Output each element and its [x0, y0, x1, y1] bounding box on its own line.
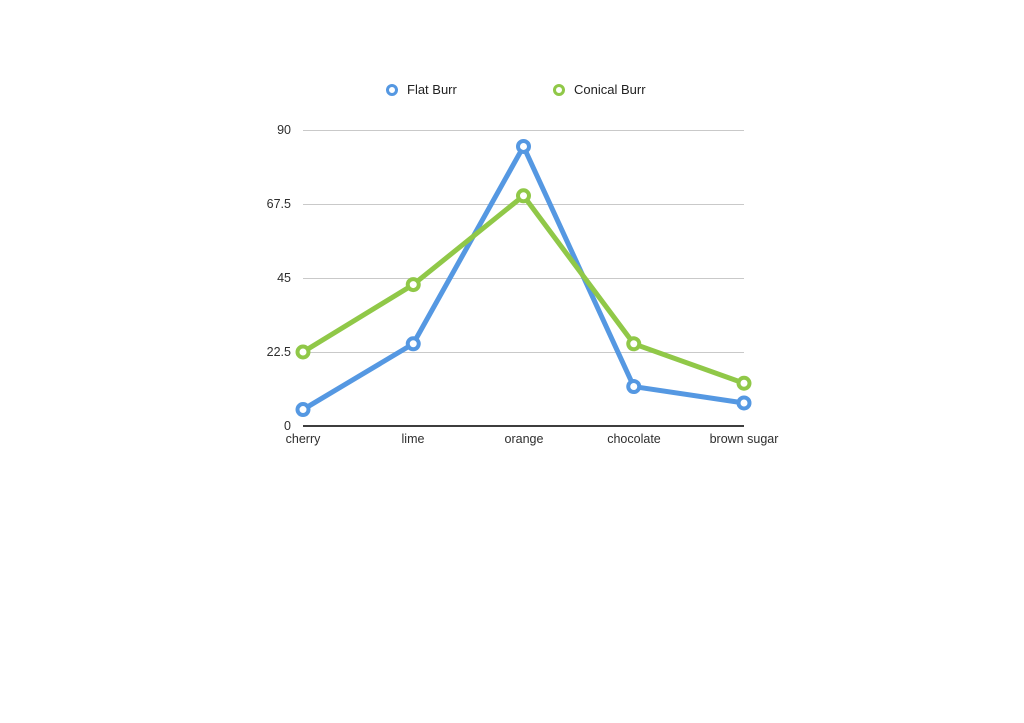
- gridline-90: [303, 130, 744, 131]
- y-tick-0: 0: [284, 419, 291, 433]
- x-tick-brown-sugar: brown sugar: [709, 432, 779, 446]
- legend-label-flat-burr: Flat Burr: [407, 82, 457, 97]
- y-tick-90: 90: [277, 123, 291, 137]
- x-axis-line: [303, 425, 744, 427]
- x-tick-lime: lime: [401, 432, 425, 446]
- conical-burr-point-lime: [405, 277, 421, 293]
- gridline-22-5: [303, 352, 744, 353]
- flat-burr-point-brown-sugar: [736, 395, 752, 411]
- conical-burr-line: [300, 193, 747, 386]
- plot-area: [295, 130, 752, 427]
- y-tick-67-5: 67.5: [266, 197, 291, 211]
- flat-burr-point-cherry: [295, 402, 311, 418]
- conical-burr-point-chocolate: [626, 336, 642, 352]
- conical-burr-point-brown-sugar: [736, 375, 752, 391]
- legend-item-flat-burr: Flat Burr: [386, 82, 457, 97]
- conical-burr-point-orange: [516, 188, 531, 204]
- y-tick-22-5: 22.5: [266, 345, 291, 359]
- plot-series-svg: [295, 138, 752, 418]
- legend-label-conical-burr: Conical Burr: [574, 82, 646, 97]
- x-tick-chocolate: chocolate: [607, 432, 661, 446]
- x-tick-orange: orange: [504, 432, 544, 446]
- conical-burr-point-cherry: [295, 344, 311, 360]
- conical-burr-legend-marker-icon: [553, 83, 565, 96]
- x-tick-cherry: cherry: [285, 432, 321, 446]
- flat-burr-point-orange: [516, 138, 531, 154]
- flat-burr-line: [300, 143, 747, 413]
- flat-burr-legend-marker-icon: [386, 83, 398, 96]
- flat-burr-point-chocolate: [626, 379, 642, 395]
- flat-burr-point-lime: [405, 336, 421, 352]
- gridline-45: [303, 278, 744, 279]
- legend-item-conical-burr: Conical Burr: [553, 82, 646, 97]
- y-tick-45: 45: [277, 271, 291, 285]
- gridline-67-5: [303, 204, 744, 205]
